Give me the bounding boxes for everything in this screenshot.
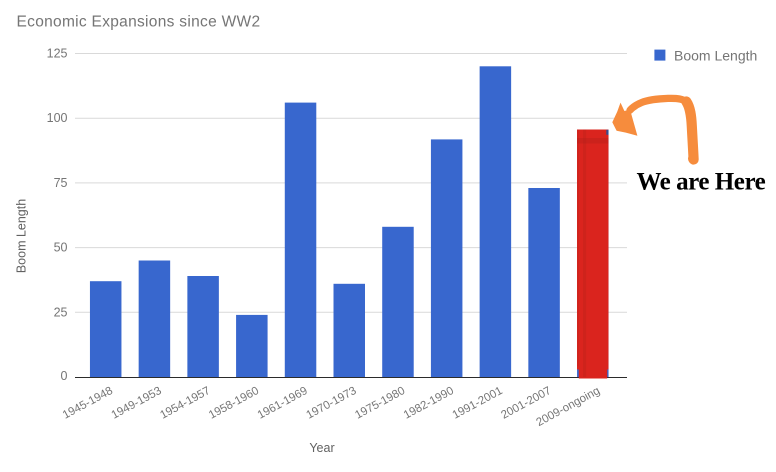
svg-text:125: 125 bbox=[47, 47, 68, 61]
svg-text:Boom Length: Boom Length bbox=[15, 199, 29, 273]
svg-text:25: 25 bbox=[54, 305, 68, 319]
svg-text:100: 100 bbox=[47, 111, 68, 125]
svg-text:Boom Length: Boom Length bbox=[674, 48, 757, 64]
svg-text:50: 50 bbox=[54, 241, 68, 255]
svg-text:We are Here: We are Here bbox=[637, 169, 766, 196]
svg-text:Economic Expansions since WW2: Economic Expansions since WW2 bbox=[17, 13, 261, 30]
svg-text:0: 0 bbox=[61, 369, 68, 383]
svg-text:75: 75 bbox=[54, 176, 68, 190]
svg-text:Year: Year bbox=[309, 441, 334, 455]
